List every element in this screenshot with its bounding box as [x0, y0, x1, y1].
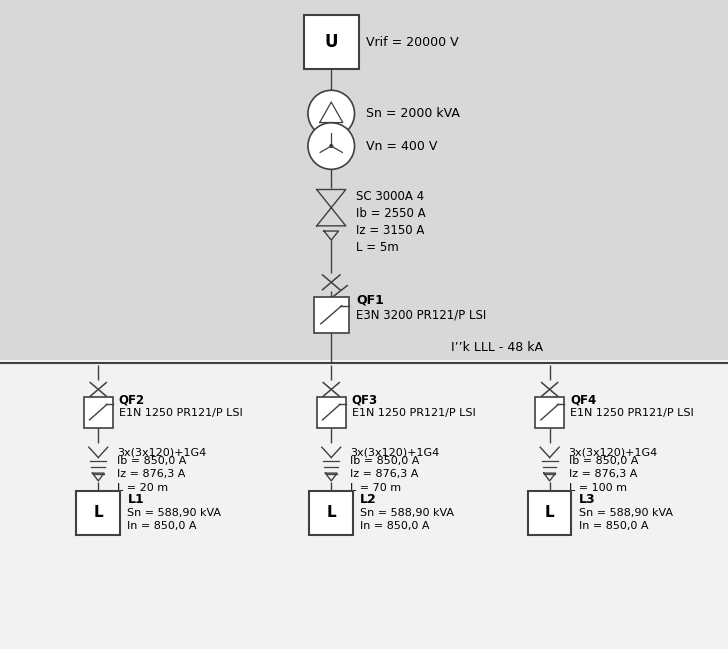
- Text: Ib = 850,0 A
Iz = 876,3 A
L = 20 m: Ib = 850,0 A Iz = 876,3 A L = 20 m: [117, 456, 186, 493]
- Bar: [309, 491, 353, 535]
- Text: SC 3000A 4
Ib = 2550 A
Iz = 3150 A
L = 5m: SC 3000A 4 Ib = 2550 A Iz = 3150 A L = 5…: [356, 190, 426, 254]
- Text: QF1: QF1: [356, 294, 384, 307]
- Text: 3x(3x120)+1G4: 3x(3x120)+1G4: [350, 447, 440, 457]
- Ellipse shape: [330, 145, 333, 147]
- Text: L1: L1: [127, 493, 144, 506]
- Bar: [84, 397, 113, 428]
- Text: QF3: QF3: [352, 394, 378, 407]
- Bar: [314, 297, 349, 333]
- Text: QF4: QF4: [570, 394, 596, 407]
- Bar: [535, 397, 564, 428]
- Bar: [528, 491, 571, 535]
- Text: E3N 3200 PR121/P LSI: E3N 3200 PR121/P LSI: [356, 308, 486, 321]
- Text: L3: L3: [579, 493, 596, 506]
- Text: E1N 1250 PR121/P LSI: E1N 1250 PR121/P LSI: [352, 408, 475, 418]
- Ellipse shape: [308, 90, 355, 137]
- Text: U: U: [325, 33, 338, 51]
- Bar: [304, 15, 359, 69]
- Text: Vrif = 20000 V: Vrif = 20000 V: [366, 36, 459, 49]
- Bar: [317, 397, 346, 428]
- Text: Sn = 588,90 kVA
In = 850,0 A: Sn = 588,90 kVA In = 850,0 A: [360, 508, 454, 531]
- Text: Sn = 588,90 kVA
In = 850,0 A: Sn = 588,90 kVA In = 850,0 A: [579, 508, 673, 531]
- Text: E1N 1250 PR121/P LSI: E1N 1250 PR121/P LSI: [570, 408, 694, 418]
- Text: I’’k LLL - 48 kA: I’’k LLL - 48 kA: [451, 341, 543, 354]
- Text: L2: L2: [360, 493, 377, 506]
- Text: 3x(3x120)+1G4: 3x(3x120)+1G4: [117, 447, 207, 457]
- Text: L: L: [93, 505, 103, 520]
- Text: 3x(3x120)+1G4: 3x(3x120)+1G4: [569, 447, 658, 457]
- Text: Ib = 850,0 A
Iz = 876,3 A
L = 70 m: Ib = 850,0 A Iz = 876,3 A L = 70 m: [350, 456, 419, 493]
- Ellipse shape: [308, 123, 355, 169]
- Text: Sn = 2000 kVA: Sn = 2000 kVA: [366, 107, 460, 120]
- Text: Ib = 850,0 A
Iz = 876,3 A
L = 100 m: Ib = 850,0 A Iz = 876,3 A L = 100 m: [569, 456, 638, 493]
- Text: QF2: QF2: [119, 394, 145, 407]
- Text: E1N 1250 PR121/P LSI: E1N 1250 PR121/P LSI: [119, 408, 242, 418]
- Text: Vn = 400 V: Vn = 400 V: [366, 140, 438, 153]
- Bar: [0, 360, 728, 649]
- Text: Sn = 588,90 kVA
In = 850,0 A: Sn = 588,90 kVA In = 850,0 A: [127, 508, 221, 531]
- Text: L: L: [545, 505, 555, 520]
- Bar: [76, 491, 120, 535]
- Text: L: L: [326, 505, 336, 520]
